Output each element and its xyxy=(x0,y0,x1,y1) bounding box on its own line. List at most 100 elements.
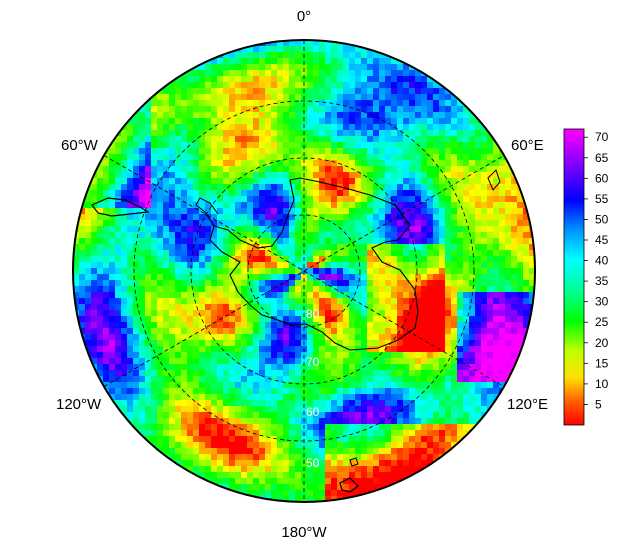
field-cell xyxy=(187,328,194,335)
field-cell xyxy=(151,352,158,359)
field-cell xyxy=(469,400,476,407)
field-cell xyxy=(295,352,302,359)
field-cell xyxy=(517,256,524,263)
field-cell xyxy=(439,136,446,143)
field-cell xyxy=(259,424,266,431)
field-cell xyxy=(451,394,458,401)
field-cell xyxy=(187,238,194,245)
field-cell xyxy=(199,448,206,455)
field-cell xyxy=(343,364,350,371)
field-cell xyxy=(337,418,344,425)
field-cell xyxy=(391,178,398,185)
field-cell xyxy=(187,466,194,473)
field-cell xyxy=(241,286,248,293)
field-cell xyxy=(109,220,116,227)
field-cell xyxy=(271,106,278,113)
field-cell xyxy=(337,454,344,461)
field-cell xyxy=(175,364,182,371)
field-cell xyxy=(337,220,344,227)
field-cell xyxy=(361,388,368,395)
field-cell xyxy=(211,406,218,413)
field-cell xyxy=(187,286,194,293)
field-cell xyxy=(271,352,278,359)
field-cell xyxy=(481,154,488,161)
field-cell xyxy=(403,136,410,143)
field-cell xyxy=(253,430,260,437)
colorbar-tick-label: 45 xyxy=(595,233,609,247)
field-cell xyxy=(415,424,422,431)
field-cell xyxy=(313,244,320,251)
field-cell xyxy=(487,148,494,155)
field-cell xyxy=(283,454,290,461)
field-cell xyxy=(367,418,374,425)
field-cell xyxy=(223,346,230,353)
field-cell xyxy=(289,382,296,389)
field-cell xyxy=(295,400,302,407)
field-cell xyxy=(283,256,290,263)
lon-label-120e: 120°E xyxy=(507,396,548,413)
field-cell xyxy=(505,346,512,353)
field-cell xyxy=(277,490,284,497)
field-cell xyxy=(493,232,500,239)
field-cell xyxy=(433,370,440,377)
field-cell xyxy=(397,340,404,347)
field-cell xyxy=(439,220,446,227)
field-cell xyxy=(247,76,254,83)
field-cell xyxy=(277,442,284,449)
field-cell xyxy=(217,370,224,377)
field-cell xyxy=(181,112,188,119)
field-cell xyxy=(283,166,290,173)
field-cell xyxy=(283,400,290,407)
field-cell xyxy=(415,262,422,269)
field-cell xyxy=(181,244,188,251)
field-cell xyxy=(283,226,290,233)
field-cell xyxy=(193,256,200,263)
field-cell xyxy=(259,250,266,257)
field-cell xyxy=(241,472,248,479)
field-cell xyxy=(343,196,350,203)
field-cell xyxy=(349,70,356,77)
field-cell xyxy=(463,256,470,263)
field-cell xyxy=(181,352,188,359)
field-cell xyxy=(361,202,368,209)
field-cell xyxy=(367,382,374,389)
field-cell xyxy=(469,136,476,143)
field-cell xyxy=(79,310,86,317)
field-cell xyxy=(277,256,284,263)
field-cell xyxy=(439,202,446,209)
field-cell xyxy=(139,322,146,329)
field-cell xyxy=(367,106,374,113)
field-cell xyxy=(295,244,302,251)
field-cell xyxy=(325,256,332,263)
field-cell xyxy=(307,64,314,71)
field-cell xyxy=(229,94,236,101)
field-cell xyxy=(157,106,164,113)
field-cell xyxy=(241,430,248,437)
field-cell xyxy=(103,298,110,305)
field-cell xyxy=(361,412,368,419)
field-cell xyxy=(289,418,296,425)
field-cell xyxy=(391,316,398,323)
field-cell xyxy=(307,256,314,263)
field-cell xyxy=(421,214,428,221)
field-cell xyxy=(439,214,446,221)
field-cell xyxy=(163,340,170,347)
field-cell xyxy=(403,124,410,131)
field-cell xyxy=(301,490,308,497)
field-cell xyxy=(379,196,386,203)
field-cell xyxy=(187,322,194,329)
field-cell xyxy=(217,304,224,311)
field-cell xyxy=(391,364,398,371)
field-cell xyxy=(205,64,212,71)
field-cell xyxy=(517,262,524,269)
field-cell xyxy=(427,436,434,443)
field-cell xyxy=(295,358,302,365)
field-cell xyxy=(139,340,146,347)
field-cell xyxy=(229,208,236,215)
field-cell xyxy=(391,220,398,227)
field-cell xyxy=(373,58,380,65)
field-cell xyxy=(187,358,194,365)
field-cell xyxy=(289,94,296,101)
field-cell xyxy=(415,352,422,359)
field-cell xyxy=(205,382,212,389)
